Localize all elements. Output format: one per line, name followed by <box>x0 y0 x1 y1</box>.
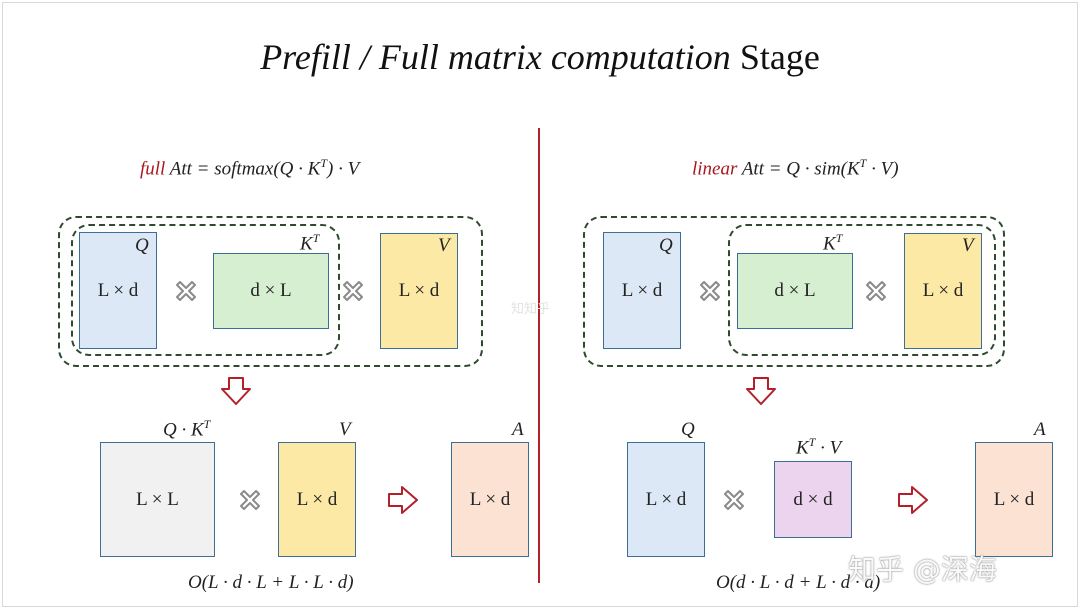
watermark-small: 知知乎 <box>511 302 551 317</box>
left-a-matrix: L × d <box>451 442 529 557</box>
left-v2-matrix: L × d <box>278 442 356 557</box>
right-q-matrix: L × d <box>603 232 681 349</box>
right-outer-group <box>583 216 1005 367</box>
left-formula: full Att = softmax(Q · KT) · V <box>140 156 360 180</box>
left-formula-kind: full <box>140 158 166 180</box>
arrow-right-icon <box>388 486 418 514</box>
right-formula: linear Att = Q · sim(KT · V) <box>692 156 899 180</box>
arrow-down-icon <box>746 377 776 405</box>
left-a-label: A <box>512 419 524 440</box>
multiply-cross-icon <box>343 281 363 301</box>
title-italic: Prefill / Full matrix computation <box>260 37 731 77</box>
left-q-label: Q <box>135 235 149 256</box>
multiply-cross-icon <box>700 281 720 301</box>
left-formula-expr: Att = softmax(Q · K <box>169 158 321 180</box>
right-q2-matrix: L × d <box>627 442 705 557</box>
arrow-right-icon <box>898 486 928 514</box>
page-title: Prefill / Full matrix computation Stage <box>0 36 1080 78</box>
left-kt-matrix: d × L <box>213 253 329 329</box>
left-v-matrix: L × d <box>380 233 458 349</box>
right-a-matrix: L × d <box>975 442 1053 557</box>
right-inner-group <box>728 224 996 356</box>
left-complexity: O(L · d · L + L · L · d) <box>188 572 354 593</box>
right-v-label: V <box>962 235 974 256</box>
multiply-cross-icon <box>176 281 196 301</box>
right-kt-label: KT <box>823 231 843 255</box>
right-ktv-matrix: d × d <box>774 461 852 538</box>
watermark: 知乎 @深海 <box>848 553 997 586</box>
center-divider <box>538 128 540 583</box>
right-formula-expr: Att = Q · sim(K <box>741 158 860 180</box>
right-formula-kind: linear <box>692 158 738 180</box>
right-ktv-label: KT · V <box>796 435 842 459</box>
left-outer-group <box>58 216 483 367</box>
title-plain: Stage <box>739 37 820 77</box>
multiply-cross-icon <box>724 490 744 510</box>
right-kt-matrix: d × L <box>737 253 853 329</box>
multiply-cross-icon <box>866 281 886 301</box>
left-q-matrix: L × d <box>79 232 157 349</box>
left-v2-label: V <box>339 419 351 440</box>
right-a-label: A <box>1034 419 1046 440</box>
right-v-matrix: L × d <box>904 233 982 349</box>
right-q-label: Q <box>659 235 673 256</box>
multiply-cross-icon <box>240 490 260 510</box>
left-qk-matrix: L × L <box>100 442 215 557</box>
left-inner-group <box>71 224 340 356</box>
arrow-down-icon <box>221 377 251 405</box>
right-complexity: O(d · L · d + L · d · d) <box>716 572 881 593</box>
right-q2-label: Q <box>681 419 695 440</box>
left-v-label: V <box>438 235 450 256</box>
left-kt-label: KT <box>300 231 320 255</box>
left-qk-label: Q · KT <box>163 417 211 441</box>
